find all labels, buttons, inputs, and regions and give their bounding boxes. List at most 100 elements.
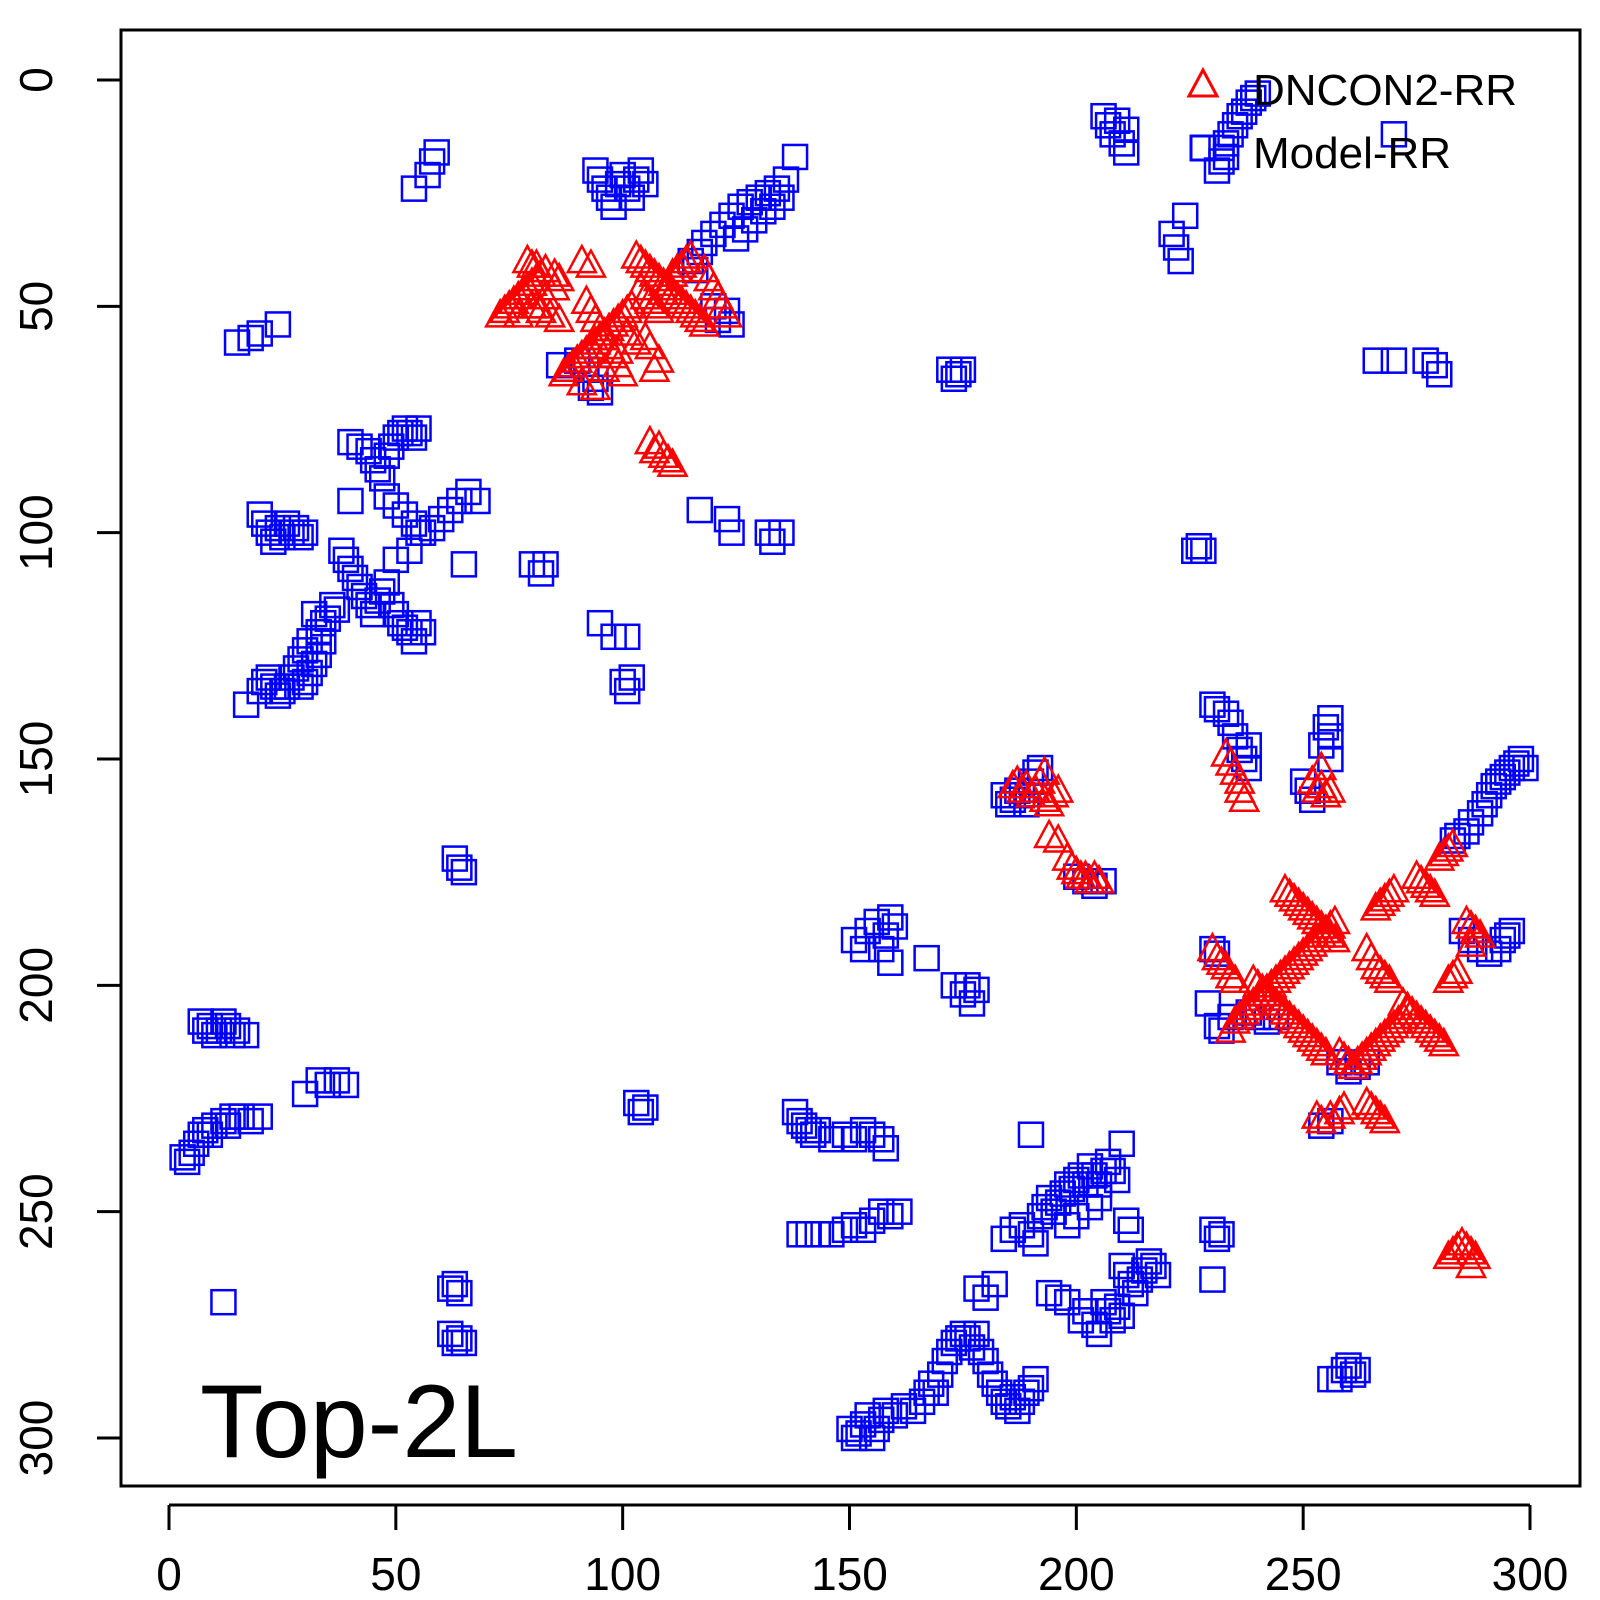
legend-label-dncon2: DNCON2-RR — [1253, 66, 1517, 115]
dncon2-rr-point — [1037, 777, 1070, 808]
model-rr-point — [214, 1012, 242, 1040]
model-rr-point — [1362, 347, 1390, 374]
model-rr-point — [1103, 1293, 1131, 1320]
dncon2-rr-point — [1323, 1094, 1356, 1125]
model-rr-point — [409, 619, 437, 646]
model-rr-point — [586, 166, 614, 193]
model-rr-point — [332, 1071, 360, 1099]
model-rr-point — [1004, 1397, 1031, 1425]
model-rr-point — [437, 1275, 464, 1302]
model-rr-point — [1126, 1266, 1154, 1293]
model-rr-point — [790, 1112, 818, 1139]
model-rr-point — [214, 1112, 242, 1139]
model-rr-point — [1085, 1184, 1113, 1212]
model-rr-point — [759, 528, 786, 555]
model-rr-point — [359, 446, 387, 474]
model-rr-point — [1117, 1270, 1145, 1298]
dncon2-rr-point — [1427, 836, 1460, 867]
model-rr-point — [1457, 809, 1485, 836]
model-rr-point — [391, 614, 419, 641]
model-rr-point — [1103, 107, 1131, 134]
model-rr-point — [600, 623, 627, 651]
model-rr-point — [963, 1320, 990, 1348]
model-rr-point — [1512, 754, 1539, 782]
model-rr-point — [1108, 1302, 1135, 1330]
model-rr-point — [591, 175, 618, 202]
model-rr-point — [1067, 1307, 1095, 1334]
model-rr-point — [314, 1071, 342, 1099]
model-rr-point — [427, 505, 455, 533]
model-rr-point — [613, 175, 641, 202]
model-rr-point — [1240, 84, 1267, 112]
model-rr-point — [1094, 1148, 1122, 1176]
dncon2-rr-point — [1309, 777, 1342, 808]
dncon2-rr-point — [1418, 877, 1451, 908]
model-rr-point — [926, 1361, 954, 1388]
model-rr-point — [949, 1320, 977, 1348]
model-rr-point — [872, 922, 900, 949]
model-rr-point — [464, 487, 491, 515]
model-rr-point — [831, 1121, 859, 1148]
model-rr-point — [686, 496, 714, 524]
dncon2-rr-point — [1423, 1022, 1456, 1052]
x-tick-label: 50 — [370, 1548, 421, 1600]
model-rr-point — [845, 1420, 872, 1447]
model-rr-point — [763, 175, 791, 202]
dncon2-rr-point — [1454, 1234, 1488, 1265]
model-rr-point — [863, 1415, 890, 1443]
model-rr-point — [936, 1338, 963, 1366]
model-rr-point — [400, 510, 428, 537]
model-rr-point — [604, 170, 632, 198]
top-2l-annotation: Top-2L — [200, 1364, 518, 1480]
model-rr-point — [858, 1207, 886, 1234]
model-rr-point — [287, 646, 314, 673]
model-rr-point — [437, 1320, 464, 1348]
model-rr-point — [1489, 763, 1517, 791]
model-rr-point — [1112, 139, 1140, 166]
model-rr-point — [954, 972, 981, 999]
dncon2-rr-point — [1314, 1098, 1347, 1129]
model-rr-point — [178, 1139, 205, 1167]
model-rr-point — [868, 1198, 895, 1225]
model-rr-point — [618, 184, 645, 211]
model-rr-point — [1484, 935, 1512, 963]
dncon2-rr-point — [1327, 1089, 1361, 1120]
model-rr-point — [382, 492, 410, 519]
model-rr-series — [169, 80, 1539, 1452]
model-rr-point — [373, 569, 401, 596]
model-rr-point — [246, 1103, 273, 1130]
model-rr-point — [1049, 1180, 1076, 1207]
model-rr-point — [291, 1080, 319, 1108]
model-rr-point — [1235, 732, 1262, 759]
model-rr-point — [613, 623, 641, 651]
model-rr-point — [1208, 134, 1235, 162]
model-rr-point — [1044, 1189, 1072, 1216]
model-rr-point — [609, 668, 636, 696]
model-rr-point — [1203, 1012, 1231, 1040]
model-rr-point — [296, 659, 323, 687]
model-rr-point — [1099, 121, 1126, 148]
dncon2-rr-point — [1436, 958, 1469, 989]
model-rr-point — [1026, 1202, 1054, 1230]
model-rr-point — [840, 926, 868, 954]
dncon2-rr-point — [502, 297, 535, 328]
dncon2-rr-point — [642, 343, 676, 373]
model-rr-point — [532, 551, 559, 578]
model-rr-point — [450, 858, 478, 886]
dncon2-rr-point — [1454, 1248, 1488, 1279]
model-rr-point — [740, 207, 768, 234]
model-rr-point — [1140, 1252, 1167, 1280]
model-rr-point — [305, 641, 332, 669]
dncon2-rr-point — [1205, 945, 1238, 975]
dncon2-rr-point — [665, 247, 698, 278]
dncon2-rr-point — [1368, 958, 1401, 989]
dncon2-rr-point — [1459, 913, 1492, 944]
dncon2-rr-point — [588, 352, 621, 382]
model-rr-point — [863, 908, 890, 936]
model-rr-point — [922, 1379, 949, 1406]
model-rr-point — [527, 560, 555, 587]
model-rr-point — [772, 166, 800, 193]
x-tick-label: 200 — [1038, 1548, 1115, 1600]
model-rr-point — [736, 188, 763, 216]
